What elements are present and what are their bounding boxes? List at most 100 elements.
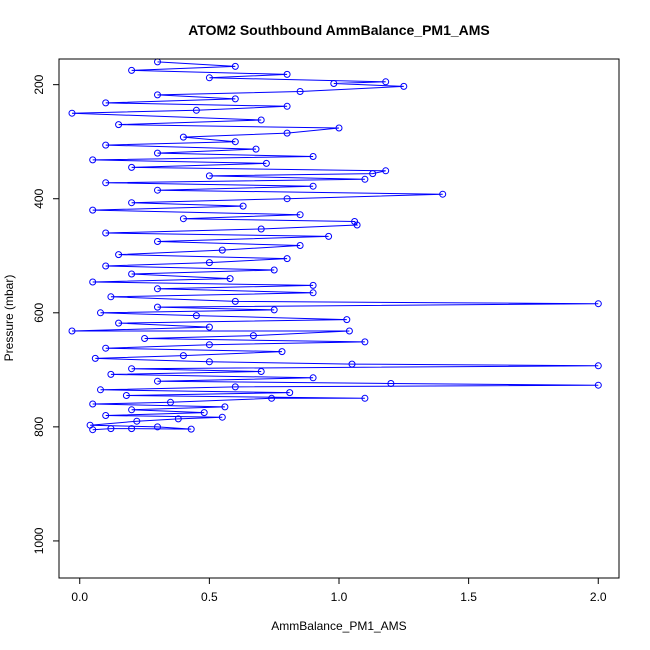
data-point bbox=[154, 91, 161, 99]
data-point bbox=[268, 394, 276, 402]
data-point bbox=[154, 186, 161, 194]
plot-area bbox=[68, 58, 602, 434]
data-point bbox=[97, 309, 104, 317]
data-point bbox=[335, 124, 343, 132]
data-point bbox=[86, 421, 94, 429]
data-point bbox=[192, 106, 200, 114]
data-point bbox=[387, 380, 395, 387]
chart-title: ATOM2 Southbound AmmBalance_PM1_AMS bbox=[188, 22, 490, 38]
y-tick-label: 1000 bbox=[32, 527, 46, 554]
data-point bbox=[309, 374, 317, 382]
data-point bbox=[205, 323, 213, 331]
data-point bbox=[382, 78, 390, 86]
data-point bbox=[231, 383, 239, 391]
data-point bbox=[192, 312, 200, 320]
data-point bbox=[133, 417, 141, 425]
data-point bbox=[594, 381, 602, 389]
data-point bbox=[154, 238, 161, 245]
data-point bbox=[278, 348, 286, 356]
data-point bbox=[102, 344, 110, 352]
data-point bbox=[179, 133, 187, 141]
data-point bbox=[154, 377, 161, 385]
data-point bbox=[167, 398, 174, 406]
data-point bbox=[309, 281, 317, 289]
data-point bbox=[107, 293, 115, 301]
data-point bbox=[257, 368, 265, 375]
y-tick-label: 200 bbox=[32, 74, 46, 94]
data-point bbox=[361, 394, 369, 402]
data-point bbox=[226, 275, 234, 283]
series-line bbox=[71, 61, 599, 431]
data-point bbox=[283, 255, 291, 263]
data-point bbox=[252, 145, 260, 153]
data-point bbox=[68, 109, 76, 117]
data-point bbox=[102, 99, 110, 107]
data-point bbox=[345, 327, 353, 335]
data-point bbox=[102, 229, 110, 237]
data-point bbox=[89, 156, 97, 164]
y-axis: 200 400 600 800 1000 bbox=[32, 74, 59, 554]
x-tick-label: 2.0 bbox=[590, 590, 607, 604]
data-point bbox=[262, 159, 270, 167]
data-point bbox=[128, 66, 136, 74]
data-point bbox=[239, 202, 247, 210]
data-point bbox=[128, 406, 136, 414]
data-point bbox=[102, 412, 110, 419]
data-point bbox=[218, 413, 226, 421]
data-point bbox=[309, 182, 317, 190]
data-point bbox=[128, 365, 136, 373]
y-axis-label: Pressure (mbar) bbox=[2, 275, 16, 362]
data-point bbox=[115, 251, 123, 259]
data-point bbox=[439, 190, 447, 198]
data-point bbox=[91, 354, 99, 362]
data-point bbox=[231, 62, 239, 70]
data-point bbox=[122, 392, 130, 399]
data-point bbox=[97, 386, 104, 394]
data-point bbox=[107, 425, 115, 433]
x-tick-label: 0.0 bbox=[71, 590, 88, 604]
data-point bbox=[283, 195, 291, 203]
data-point bbox=[205, 358, 213, 366]
data-point bbox=[296, 88, 304, 95]
data-point bbox=[231, 95, 239, 103]
data-point bbox=[128, 270, 136, 278]
data-point bbox=[205, 341, 213, 349]
data-point bbox=[187, 425, 195, 433]
data-point bbox=[309, 153, 317, 160]
data-point bbox=[115, 319, 123, 327]
data-point bbox=[296, 242, 304, 249]
x-tick-label: 1.5 bbox=[460, 590, 477, 604]
data-point bbox=[102, 141, 110, 149]
data-point bbox=[270, 266, 278, 274]
y-tick-label: 600 bbox=[32, 302, 46, 322]
data-point bbox=[115, 121, 123, 129]
x-axis-label: AmmBalance_PM1_AMS bbox=[271, 619, 406, 633]
data-point bbox=[400, 82, 408, 90]
data-point bbox=[231, 138, 239, 146]
data-point bbox=[249, 332, 257, 340]
data-point bbox=[594, 362, 602, 370]
data-point bbox=[382, 167, 390, 175]
data-point bbox=[283, 129, 291, 137]
data-point bbox=[369, 170, 377, 178]
data-point bbox=[154, 303, 161, 311]
data-point bbox=[257, 225, 265, 233]
data-point bbox=[221, 403, 229, 411]
data-point bbox=[309, 289, 317, 297]
data-point bbox=[102, 262, 110, 270]
data-point bbox=[128, 199, 136, 207]
data-point bbox=[351, 218, 359, 225]
data-points bbox=[68, 58, 602, 434]
x-tick-label: 1.0 bbox=[331, 590, 348, 604]
data-point bbox=[257, 116, 265, 124]
data-point bbox=[174, 415, 182, 423]
data-point bbox=[286, 389, 294, 397]
data-point bbox=[179, 352, 187, 360]
data-point bbox=[205, 74, 213, 82]
data-point bbox=[361, 338, 369, 346]
data-point bbox=[270, 306, 278, 314]
data-lines bbox=[71, 61, 599, 431]
data-point bbox=[89, 400, 97, 408]
data-point bbox=[283, 70, 291, 78]
